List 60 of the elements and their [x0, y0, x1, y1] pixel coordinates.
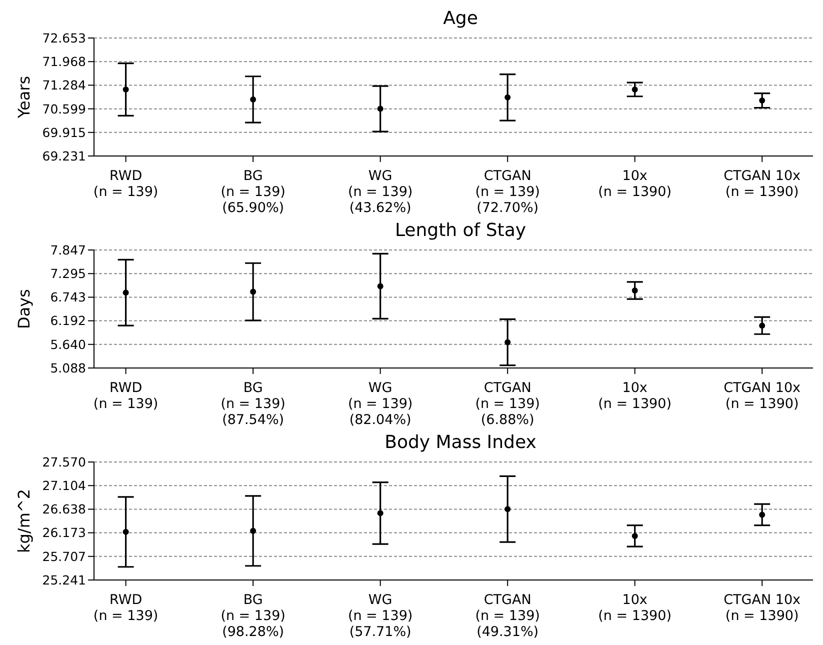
- y-axis-title: Days: [14, 289, 34, 329]
- y-tick-label: 7.295: [50, 266, 86, 282]
- y-tick-label: 6.192: [50, 313, 86, 328]
- point: [122, 86, 129, 92]
- chart-title: Age: [442, 8, 479, 30]
- x-tick-label: 10x (n = 1390): [598, 168, 672, 200]
- y-tick-label: 69.915: [42, 124, 86, 140]
- point: [504, 339, 511, 346]
- point: [759, 512, 766, 518]
- y-tick-label: 26.638: [42, 502, 86, 517]
- y-tick-label: 5.088: [50, 360, 86, 376]
- x-tick-label: WG (n = 139) (57.71%): [348, 592, 413, 640]
- y-tick-label: 26.173: [42, 525, 86, 540]
- point: [632, 532, 638, 539]
- point: [759, 322, 766, 329]
- y-tick-label: 72.653: [42, 30, 86, 46]
- point: [504, 94, 511, 100]
- point: [377, 510, 384, 516]
- x-tick-label: BG (n = 139) (65.90%): [220, 168, 286, 216]
- y-tick-label: 69.231: [42, 148, 86, 164]
- x-tick-label: WG (n = 139) (43.62%): [348, 168, 413, 216]
- point: [250, 528, 256, 534]
- point: [759, 98, 766, 104]
- y-tick-label: 27.104: [42, 478, 86, 494]
- point: [377, 106, 384, 112]
- x-tick-label: RWD (n = 139): [93, 592, 158, 624]
- y-tick-label: 70.599: [42, 101, 86, 116]
- point: [122, 528, 129, 535]
- point: [250, 288, 256, 295]
- chart-title: Body Mass Index: [384, 432, 538, 454]
- point: [632, 288, 638, 294]
- y-tick-label: 71.284: [42, 78, 86, 93]
- x-tick-label: CTGAN (n = 139) (49.31%): [475, 592, 540, 640]
- y-tick-label: 25.241: [42, 572, 86, 588]
- x-tick-label: CTGAN 10x (n = 1390): [724, 168, 801, 200]
- y-axis-title: Years: [14, 76, 34, 120]
- y-tick-label: 6.743: [50, 290, 86, 305]
- x-tick-label: 10x (n = 1390): [598, 380, 672, 412]
- x-tick-label: WG (n = 139) (82.04%): [348, 380, 413, 428]
- y-tick-label: 7.847: [50, 242, 86, 258]
- point: [504, 506, 511, 512]
- y-axis-title: kg/m^2: [14, 489, 34, 553]
- x-tick-label: CTGAN 10x (n = 1390): [724, 592, 801, 624]
- y-tick-label: 27.570: [42, 454, 86, 470]
- chart-title: Length of Stay: [394, 220, 528, 242]
- point: [122, 290, 129, 296]
- x-tick-label: CTGAN (n = 139) (72.70%): [475, 168, 540, 216]
- x-tick-label: 10x (n = 1390): [598, 592, 672, 624]
- point: [377, 283, 384, 290]
- y-tick-label: 71.968: [42, 54, 86, 70]
- point: [250, 96, 256, 102]
- y-tick-label: 5.640: [50, 336, 86, 352]
- x-tick-label: BG (n = 139) (87.54%): [220, 380, 286, 428]
- y-tick-label: 25.707: [42, 548, 86, 564]
- x-tick-label: CTGAN 10x (n = 1390): [724, 380, 801, 412]
- x-tick-label: RWD (n = 139): [93, 168, 158, 200]
- x-tick-label: BG (n = 139) (98.28%): [220, 592, 286, 640]
- x-tick-label: RWD (n = 139): [93, 380, 158, 412]
- point: [632, 86, 638, 92]
- x-tick-label: CTGAN (n = 139) (6.88%): [475, 380, 540, 428]
